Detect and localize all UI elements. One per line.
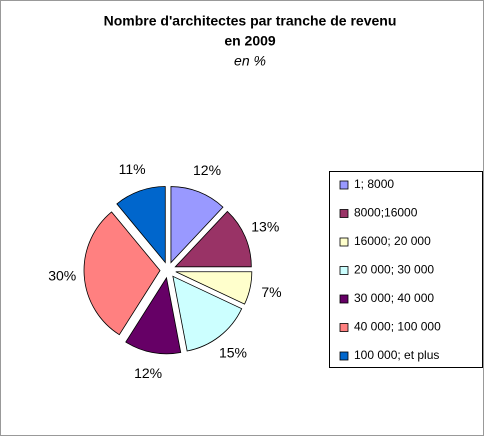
legend-swatch: [339, 237, 349, 247]
data-label: 12%: [134, 365, 162, 381]
legend-swatch: [339, 351, 349, 361]
pie-slice: [175, 271, 253, 305]
legend-swatch: [339, 294, 349, 304]
legend-swatch: [339, 180, 349, 190]
data-label: 13%: [251, 219, 279, 235]
legend-label: 20 000; 30 000: [354, 263, 434, 277]
chart-subtitle: en %: [234, 53, 266, 69]
legend-label: 40 000; 100 000: [354, 320, 441, 334]
legend-label: 16000; 20 000: [354, 234, 431, 248]
pie-slice: [83, 211, 161, 336]
legend-label: 8000;16000: [354, 206, 418, 220]
pie-slice: [170, 186, 224, 264]
legend-label: 1; 8000: [354, 177, 394, 191]
data-label: 12%: [193, 162, 221, 178]
legend-swatch: [339, 266, 349, 275]
legend-swatch: [339, 323, 349, 332]
legend-label: 30 000; 40 000: [354, 291, 434, 305]
data-label: 7%: [261, 284, 281, 300]
data-label: 15%: [219, 344, 247, 360]
chart-title: en 2009: [224, 33, 276, 49]
pie-slice: [125, 276, 182, 355]
chart-title: Nombre d'architectes par tranche de reve…: [104, 13, 397, 29]
data-label: 11%: [119, 161, 146, 177]
data-label: 30%: [48, 267, 76, 283]
pie-slice: [172, 275, 243, 352]
legend-label: 100 000; et plus: [354, 348, 439, 362]
pie-slice: [174, 210, 252, 268]
pie-slice: [116, 186, 166, 264]
legend-swatch: [339, 209, 349, 218]
legend-box: [329, 171, 483, 368]
